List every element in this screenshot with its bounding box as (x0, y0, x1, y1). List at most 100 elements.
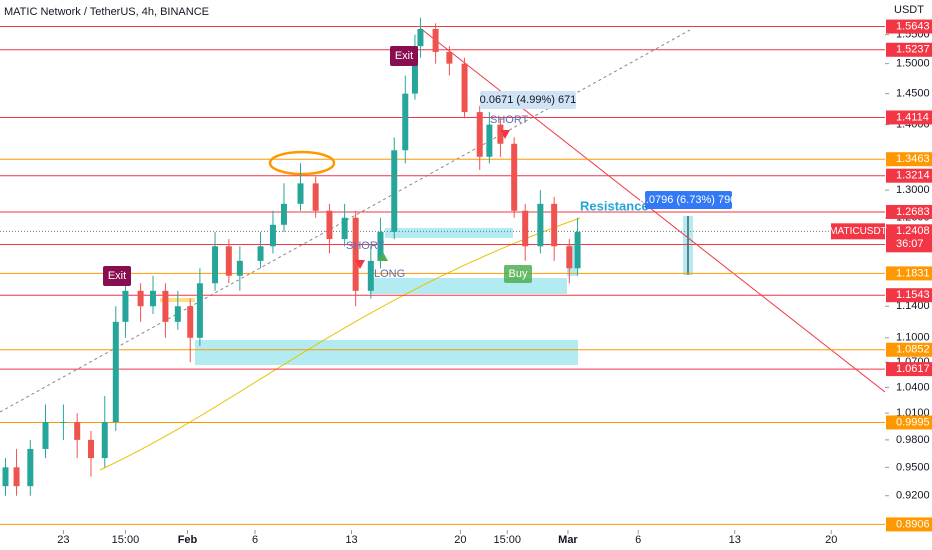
candle-body (174, 306, 181, 322)
level-label: 1.0617 (896, 363, 930, 375)
candle-body (101, 422, 108, 459)
level-label-bg (886, 204, 932, 219)
candle-body (13, 467, 20, 487)
candle-body (574, 231, 581, 269)
candle-body (137, 290, 144, 307)
x-tick-label: 23 (57, 534, 69, 546)
candle-body (352, 217, 359, 291)
level-label: 1.2683 (896, 206, 930, 218)
last-price-bg (886, 224, 932, 253)
level-label: 1.0852 (896, 344, 930, 356)
candle-body (87, 439, 94, 459)
candle-body (402, 93, 409, 151)
candle-body (27, 448, 34, 487)
long-text: LONG (374, 268, 405, 280)
header-title: MATIC Network / TetherUS, 4h, BINANCE (4, 6, 209, 18)
y-tick-label: 0.9500 (896, 461, 930, 473)
candle-body (566, 246, 573, 269)
candle-body (257, 246, 264, 261)
exit-label (390, 46, 418, 66)
candle-body (236, 260, 243, 276)
candle-body (312, 183, 319, 211)
candle-body (2, 467, 9, 487)
candle-body (411, 46, 418, 94)
x-tick-label: 15:00 (112, 534, 140, 546)
candle-body (377, 231, 384, 261)
candle-body (280, 203, 287, 225)
unit: USDT (894, 4, 924, 16)
level-label: 1.3214 (896, 170, 930, 182)
level-label-bg (886, 266, 932, 281)
measure-box (645, 191, 732, 209)
short-text: SHORT (346, 240, 385, 252)
x-tick-label: 6 (635, 534, 641, 546)
level-label: 1.5643 (896, 20, 930, 32)
level-label-bg (886, 517, 932, 532)
highlight (268, 150, 336, 176)
time-axis (0, 530, 885, 550)
candle-body (225, 246, 232, 276)
level-label: 1.1831 (896, 267, 930, 279)
x-tick-label: 6 (252, 534, 258, 546)
short-text: SHORT (490, 114, 529, 126)
trend-line (419, 27, 886, 393)
y-tick-label: 1.4500 (896, 88, 930, 100)
long-arrow (378, 252, 388, 261)
exit-label (103, 266, 131, 286)
level-label-bg (886, 110, 932, 125)
candle-body (74, 422, 81, 440)
buy-text: Buy (509, 268, 528, 280)
level-label: 0.9995 (896, 416, 930, 428)
measure-text: 0.0796 (6.73%) 796 (640, 194, 737, 206)
level-label: 0.8906 (896, 518, 930, 530)
candle-body (341, 217, 348, 240)
candle-body (486, 124, 493, 157)
candle-body (150, 290, 157, 307)
moving-average (99, 217, 581, 471)
level-label-bg (886, 415, 932, 430)
candle-body (60, 422, 67, 424)
symbol-bg (831, 223, 885, 240)
zone (567, 244, 578, 276)
countdown: 36:07 (896, 238, 924, 250)
candle-body (162, 290, 169, 322)
measure-text: 0.0671 (4.99%) 671 (480, 94, 577, 106)
candle-body (122, 290, 129, 322)
candle-body (42, 422, 49, 449)
x-tick-label: Feb (178, 534, 198, 546)
y-tick-label: 1.1400 (896, 300, 930, 312)
candle-body (391, 150, 398, 232)
level-label-bg (886, 288, 932, 303)
candle-body (511, 143, 518, 211)
candle-body (196, 283, 203, 338)
candle-body (187, 306, 194, 338)
zones (160, 216, 693, 365)
exit-text: Exit (395, 50, 413, 62)
level-label-bg (886, 342, 932, 357)
level-label-bg (886, 19, 932, 34)
x-tick-label: 15:00 (494, 534, 522, 546)
candle-body (297, 183, 304, 204)
candle-body (461, 63, 468, 113)
level-label-bg (886, 152, 932, 167)
level-label: 1.1543 (896, 289, 930, 301)
level-label: 1.4114 (896, 111, 929, 123)
short-arrow (355, 260, 365, 269)
y-tick-label: 1.5000 (896, 58, 930, 70)
level-label: 1.5237 (896, 44, 930, 56)
x-tick-label: 20 (454, 534, 466, 546)
candle-body (367, 260, 374, 291)
candle-body (212, 246, 219, 284)
level-label-bg (886, 42, 932, 57)
candle-body (446, 51, 453, 64)
short-arrow (500, 130, 510, 139)
zone (370, 278, 567, 294)
x-tick-label: 13 (729, 534, 741, 546)
level-label-bg (886, 362, 932, 377)
x-tick-label: 20 (825, 534, 837, 546)
x-tick-label: Mar (558, 534, 578, 546)
y-tick-label: 1.1000 (896, 332, 930, 344)
candle-body (326, 210, 333, 240)
level-label: 1.3463 (896, 153, 930, 165)
